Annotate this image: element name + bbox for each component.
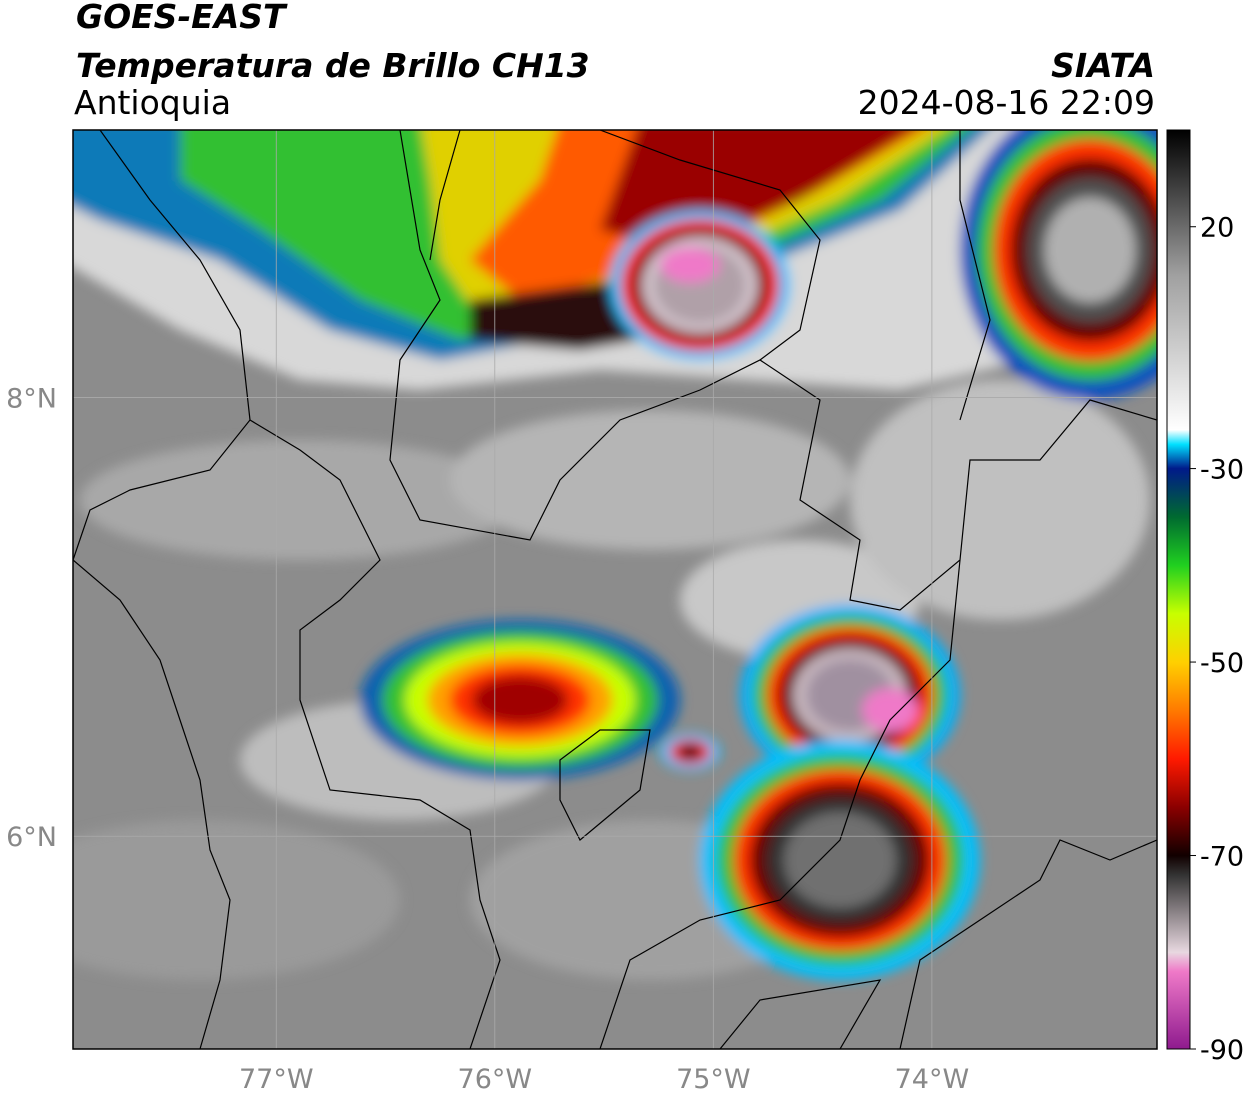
x-tick-label: 77°W [239,1064,314,1095]
cloud [660,247,720,283]
cloud [784,812,896,908]
map-frame [72,129,1158,1050]
x-tick-label: 76°W [458,1064,533,1095]
cloud [472,676,568,724]
map-area [73,130,1157,1049]
colorbar-tick-label: 20 [1200,213,1234,244]
source: SIATA [1051,46,1155,85]
colorbar-tick-label: -70 [1200,842,1244,873]
cloud [450,410,850,550]
cloud [80,440,520,560]
colorbar-tick-label: -30 [1200,455,1244,486]
cloud [850,380,1150,620]
colorbar-frame [1166,129,1191,1050]
region: Antioquia [74,83,231,122]
subtitle: Temperatura de Brillo CH13 [76,46,590,85]
cloud [73,820,400,980]
y-tick-label: 8°N [6,384,57,415]
colorbar-fill [1167,130,1190,1049]
cloud-field [73,130,1157,980]
grid [73,130,1157,1049]
colorbar: -90 -70 -50 -30 20 [1166,129,1244,1066]
title: GOES-EAST [76,0,288,36]
cloud [678,744,702,760]
borders [73,130,1157,1049]
cloud [1044,197,1136,303]
x-tick-label: 75°W [676,1064,751,1095]
x-tick-label: 74°W [895,1064,970,1095]
colorbar-tick-label: -90 [1200,1035,1244,1066]
cloud [862,688,918,732]
colorbar-tick-label: -50 [1200,648,1244,679]
y-tick-label: 6°N [6,822,57,853]
datetime: 2024-08-16 22:09 [858,83,1155,122]
